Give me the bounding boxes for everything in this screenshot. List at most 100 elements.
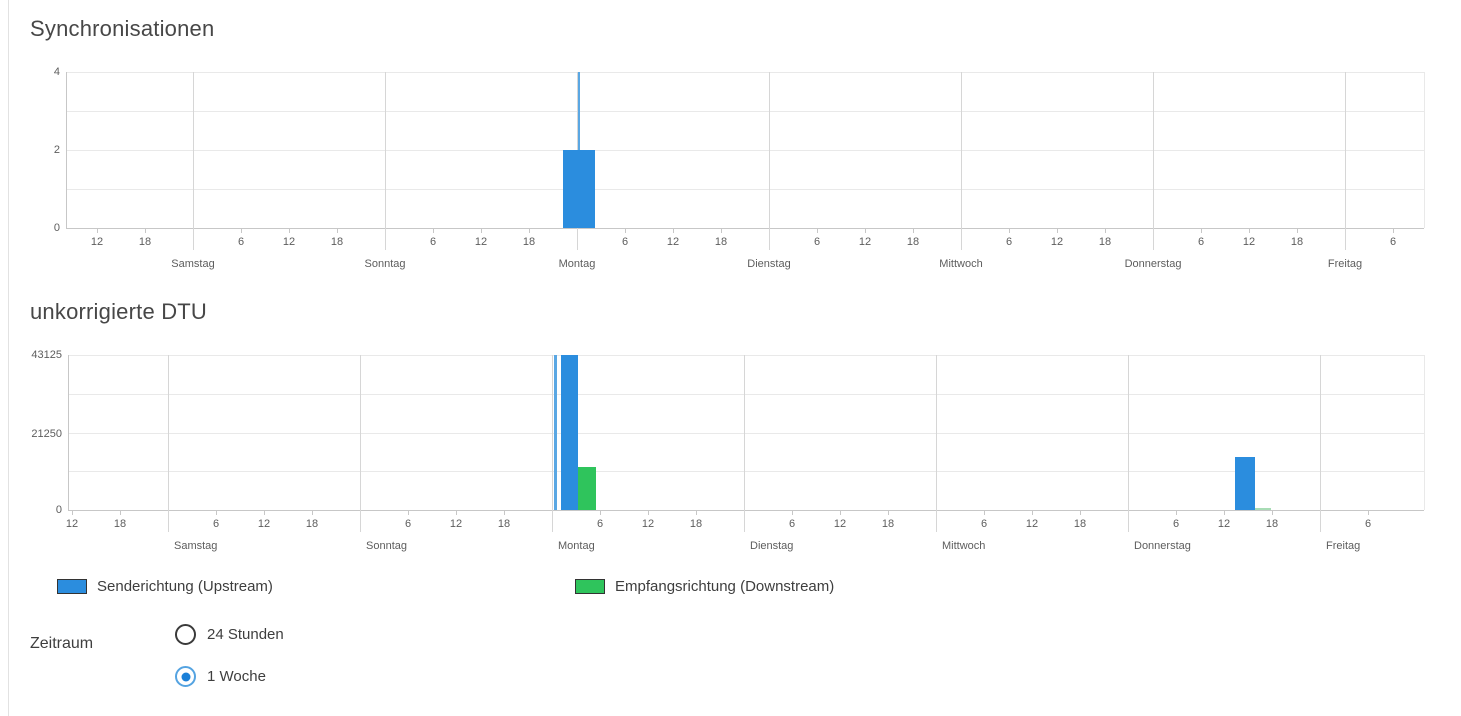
y-tick-label: 43125 xyxy=(31,349,62,361)
x-tick xyxy=(337,228,338,233)
x-tick xyxy=(817,228,818,233)
x-tick xyxy=(1249,228,1250,233)
x-tick xyxy=(264,510,265,515)
day-label: Donnerstag xyxy=(1124,258,1182,270)
x-tick-label: 6 xyxy=(596,518,604,530)
day-label: Dienstag xyxy=(750,540,794,552)
x-tick xyxy=(840,510,841,515)
day-gridline xyxy=(1153,72,1154,250)
x-tick-label: 18 xyxy=(714,236,728,248)
x-tick xyxy=(865,228,866,233)
x-tick xyxy=(1297,228,1298,233)
day-gridline xyxy=(769,72,770,250)
bar-downstream xyxy=(1255,508,1271,510)
day-label: Donnerstag xyxy=(1134,540,1191,552)
x-tick-label: 12 xyxy=(1217,518,1231,530)
page-left-border xyxy=(8,0,9,716)
x-tick-label: 18 xyxy=(689,518,703,530)
bar-upstream xyxy=(578,72,580,228)
x-tick-label: 12 xyxy=(65,518,79,530)
day-gridline xyxy=(936,355,937,532)
x-tick-label: 18 xyxy=(330,236,344,248)
x-tick xyxy=(72,510,73,515)
radio-option-label[interactable]: 1 Woche xyxy=(207,668,266,685)
radio-option-24-stunden[interactable]: 24 Stunden xyxy=(175,624,284,645)
x-tick-label: 6 xyxy=(1197,236,1205,248)
y-tick-label: 2 xyxy=(53,144,60,156)
bar-upstream xyxy=(563,150,595,228)
x-tick-label: 18 xyxy=(1290,236,1304,248)
bar-downstream xyxy=(578,467,596,510)
x-tick xyxy=(1272,510,1273,515)
x-tick-label: 6 xyxy=(237,236,245,248)
day-label: Samstag xyxy=(174,540,218,552)
x-tick-label: 12 xyxy=(449,518,463,530)
x-tick xyxy=(433,228,434,233)
day-label: Montag xyxy=(558,258,596,270)
x-tick-label: 6 xyxy=(1172,518,1180,530)
day-gridline xyxy=(577,72,578,250)
x-tick xyxy=(913,228,914,233)
x-tick-label: 6 xyxy=(813,236,821,248)
legend-item-downstream: Empfangsrichtung (Downstream) xyxy=(575,576,834,596)
gridline xyxy=(68,355,1424,356)
gridline xyxy=(66,189,1424,190)
gridline xyxy=(68,393,1424,395)
x-tick xyxy=(721,228,722,233)
x-tick-label: 12 xyxy=(90,236,104,248)
x-tick xyxy=(600,510,601,515)
x-tick xyxy=(456,510,457,515)
x-tick xyxy=(241,228,242,233)
y-tick-label: 4 xyxy=(53,66,60,78)
x-tick-label: 18 xyxy=(305,518,319,530)
x-tick xyxy=(1105,228,1106,233)
x-tick-label: 6 xyxy=(980,518,988,530)
x-tick-label: 18 xyxy=(1265,518,1279,530)
day-label: Mittwoch xyxy=(942,540,986,552)
day-gridline xyxy=(961,72,962,250)
x-tick-label: 6 xyxy=(1005,236,1013,248)
y-axis-line xyxy=(66,72,67,228)
radio-selected-icon[interactable] xyxy=(175,666,196,687)
x-tick xyxy=(888,510,889,515)
x-tick-label: 18 xyxy=(906,236,920,248)
day-label: Freitag xyxy=(1327,258,1363,270)
x-tick xyxy=(145,228,146,233)
x-tick-label: 18 xyxy=(522,236,536,248)
x-tick xyxy=(481,228,482,233)
day-label: Dienstag xyxy=(747,258,791,270)
x-tick-label: 12 xyxy=(666,236,680,248)
x-tick-label: 12 xyxy=(858,236,872,248)
x-tick-label: 18 xyxy=(1098,236,1112,248)
x-axis-line xyxy=(66,228,1424,229)
radio-unselected-icon[interactable] xyxy=(175,624,196,645)
radio-option-label[interactable]: 24 Stunden xyxy=(207,626,284,643)
day-label: Montag xyxy=(558,540,595,552)
plot-right-border xyxy=(1424,72,1425,228)
bar-upstream xyxy=(554,355,557,510)
x-tick-label: 12 xyxy=(641,518,655,530)
gridline xyxy=(66,111,1424,112)
x-tick xyxy=(289,228,290,233)
x-tick xyxy=(312,510,313,515)
bar-upstream xyxy=(561,355,578,510)
x-tick xyxy=(1009,228,1010,233)
radio-option-1-woche[interactable]: 1 Woche xyxy=(175,666,284,687)
legend-label: Senderichtung (Upstream) xyxy=(97,577,273,595)
x-tick xyxy=(1176,510,1177,515)
day-gridline xyxy=(168,355,169,532)
gridline xyxy=(68,432,1424,434)
x-tick xyxy=(504,510,505,515)
day-gridline xyxy=(552,355,553,532)
x-tick xyxy=(408,510,409,515)
gridline xyxy=(68,471,1424,473)
plot-right-border xyxy=(1424,355,1425,510)
x-tick-label: 6 xyxy=(788,518,796,530)
chart-legend: Senderichtung (Upstream) Empfangsrichtung… xyxy=(0,576,1461,596)
day-gridline xyxy=(193,72,194,250)
x-tick-label: 18 xyxy=(497,518,511,530)
day-gridline xyxy=(360,355,361,532)
day-gridline xyxy=(385,72,386,250)
x-tick xyxy=(1201,228,1202,233)
